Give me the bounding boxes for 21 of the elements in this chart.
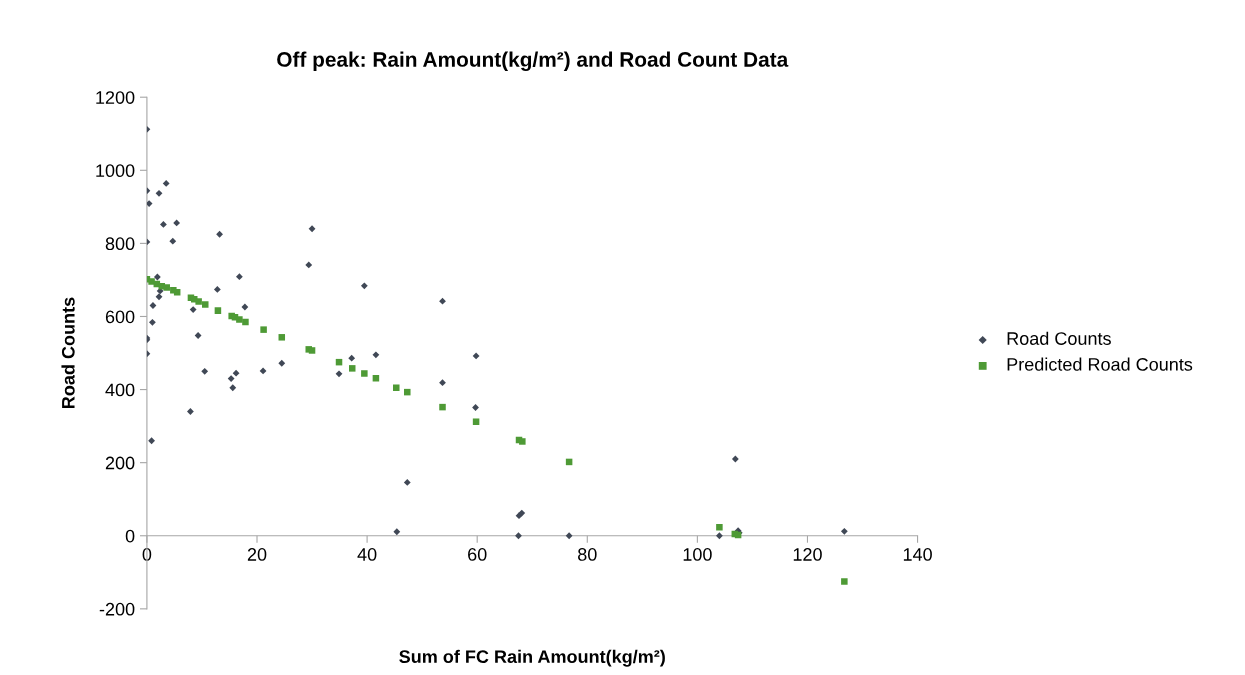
y-axis-title: Road Counts bbox=[61, 297, 75, 408]
x-tick-label: 60 bbox=[468, 548, 487, 561]
x-tick-label: 20 bbox=[247, 548, 267, 561]
y-tick-label: 1200 bbox=[96, 91, 135, 104]
y-tick-label: 200 bbox=[105, 456, 135, 470]
y-tick-label: 1000 bbox=[96, 164, 135, 178]
x-tick-label: 100 bbox=[683, 548, 712, 561]
x-tick-label: 0 bbox=[142, 548, 152, 561]
legend-label: Predicted Road Counts bbox=[1007, 357, 1193, 371]
x-tick-label: 80 bbox=[578, 548, 597, 561]
y-tick-label: 0 bbox=[125, 529, 135, 543]
y-tick-label: -200 bbox=[99, 602, 135, 616]
y-tick-label: 400 bbox=[105, 383, 135, 397]
x-axis-title: Sum of FC Rain Amount(kg/m²) bbox=[399, 649, 665, 667]
legend-label: Road Counts bbox=[1007, 331, 1111, 345]
x-tick-label: 120 bbox=[793, 548, 822, 561]
chart-title: Off peak: Rain Amount(kg/m²) and Road Count Data bbox=[277, 51, 789, 72]
x-tick-label: 140 bbox=[903, 548, 932, 561]
x-tick-label: 40 bbox=[357, 548, 377, 561]
y-tick-label: 600 bbox=[105, 310, 135, 324]
y-tick-label: 800 bbox=[105, 237, 135, 251]
